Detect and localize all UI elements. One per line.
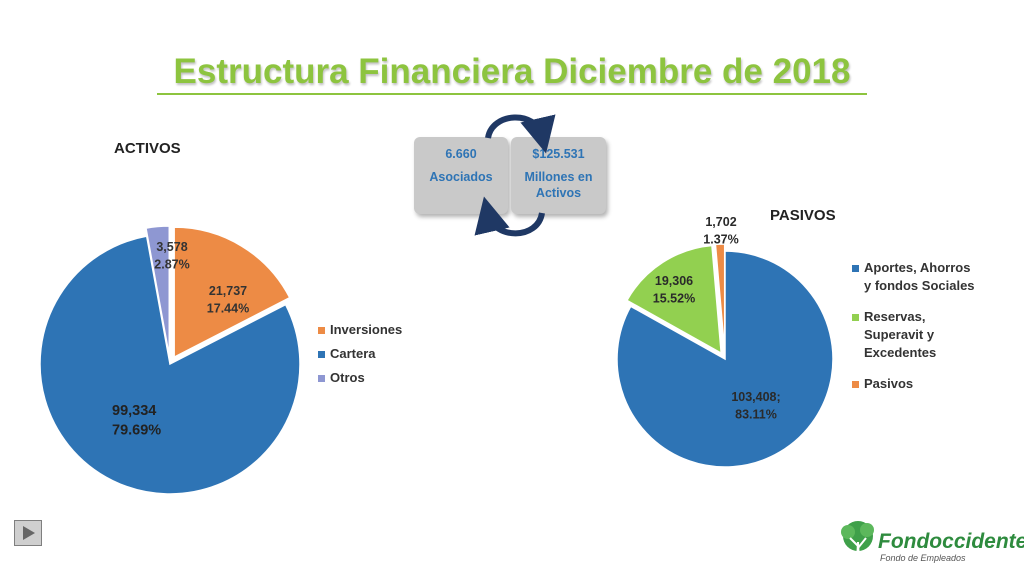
data-label-1-0: 103,408; 83.11%	[731, 390, 780, 422]
associates-box: 6.660 Asociados	[414, 137, 508, 214]
play-icon	[23, 526, 35, 540]
pie-slice-0-2	[145, 225, 171, 357]
legend-label-0-1: Cartera	[330, 346, 376, 361]
legend-label-0-2: Otros	[330, 370, 365, 385]
legend-swatch-0-0	[318, 327, 325, 334]
data-label-0-0: 21,737 17.44%	[207, 284, 249, 316]
logo-tagline: Fondo de Empleados	[880, 553, 966, 563]
title-underline	[157, 93, 867, 95]
company-logo: Fondoccidente Fondo de Empleados	[836, 516, 1024, 572]
pie-slice-0-1	[39, 235, 301, 495]
assets-value: $125.531	[532, 147, 585, 161]
pie-slice-0-0	[173, 226, 291, 359]
legend-swatch-1-0	[852, 265, 859, 272]
logo-name: Fondoccidente	[878, 530, 1024, 553]
legend-label-1-0: Aportes, Ahorros y fondos Sociales	[864, 260, 975, 293]
pie-slice-1-2	[714, 243, 726, 353]
associates-value: 6.660	[445, 147, 477, 161]
associates-label: Asociados	[429, 170, 493, 184]
legend-swatch-0-1	[318, 351, 325, 358]
tree-logo-icon	[841, 521, 874, 562]
legend-swatch-1-1	[852, 314, 859, 321]
legend-swatch-1-2	[852, 381, 859, 388]
chart-title-activos: ACTIVOS	[114, 140, 181, 157]
assets-box: $125.531 Millones en Activos	[511, 137, 606, 214]
legend-label-1-1: Reservas, Superavit y Excedentes	[864, 309, 936, 360]
data-label-1-1: 19,306 15.52%	[653, 274, 695, 306]
chart-title-pasivos: PASIVOS	[770, 207, 836, 224]
data-label-0-2: 3,578 2.87%	[154, 240, 189, 272]
pie-slice-1-0	[616, 250, 834, 468]
pie-slice-1-1	[625, 244, 723, 355]
next-slide-button[interactable]	[14, 520, 42, 546]
data-label-0-1: 99,334 79.69%	[112, 403, 161, 439]
legend-label-1-2: Pasivos	[864, 376, 913, 391]
page-title: Estructura Financiera Diciembre de 2018	[173, 52, 851, 91]
data-label-1-2: 1,702 1.37%	[703, 215, 738, 247]
legend-swatch-0-2	[318, 375, 325, 382]
legend-label-0-0: Inversiones	[330, 322, 402, 337]
assets-label: Millones en Activos	[524, 170, 593, 200]
